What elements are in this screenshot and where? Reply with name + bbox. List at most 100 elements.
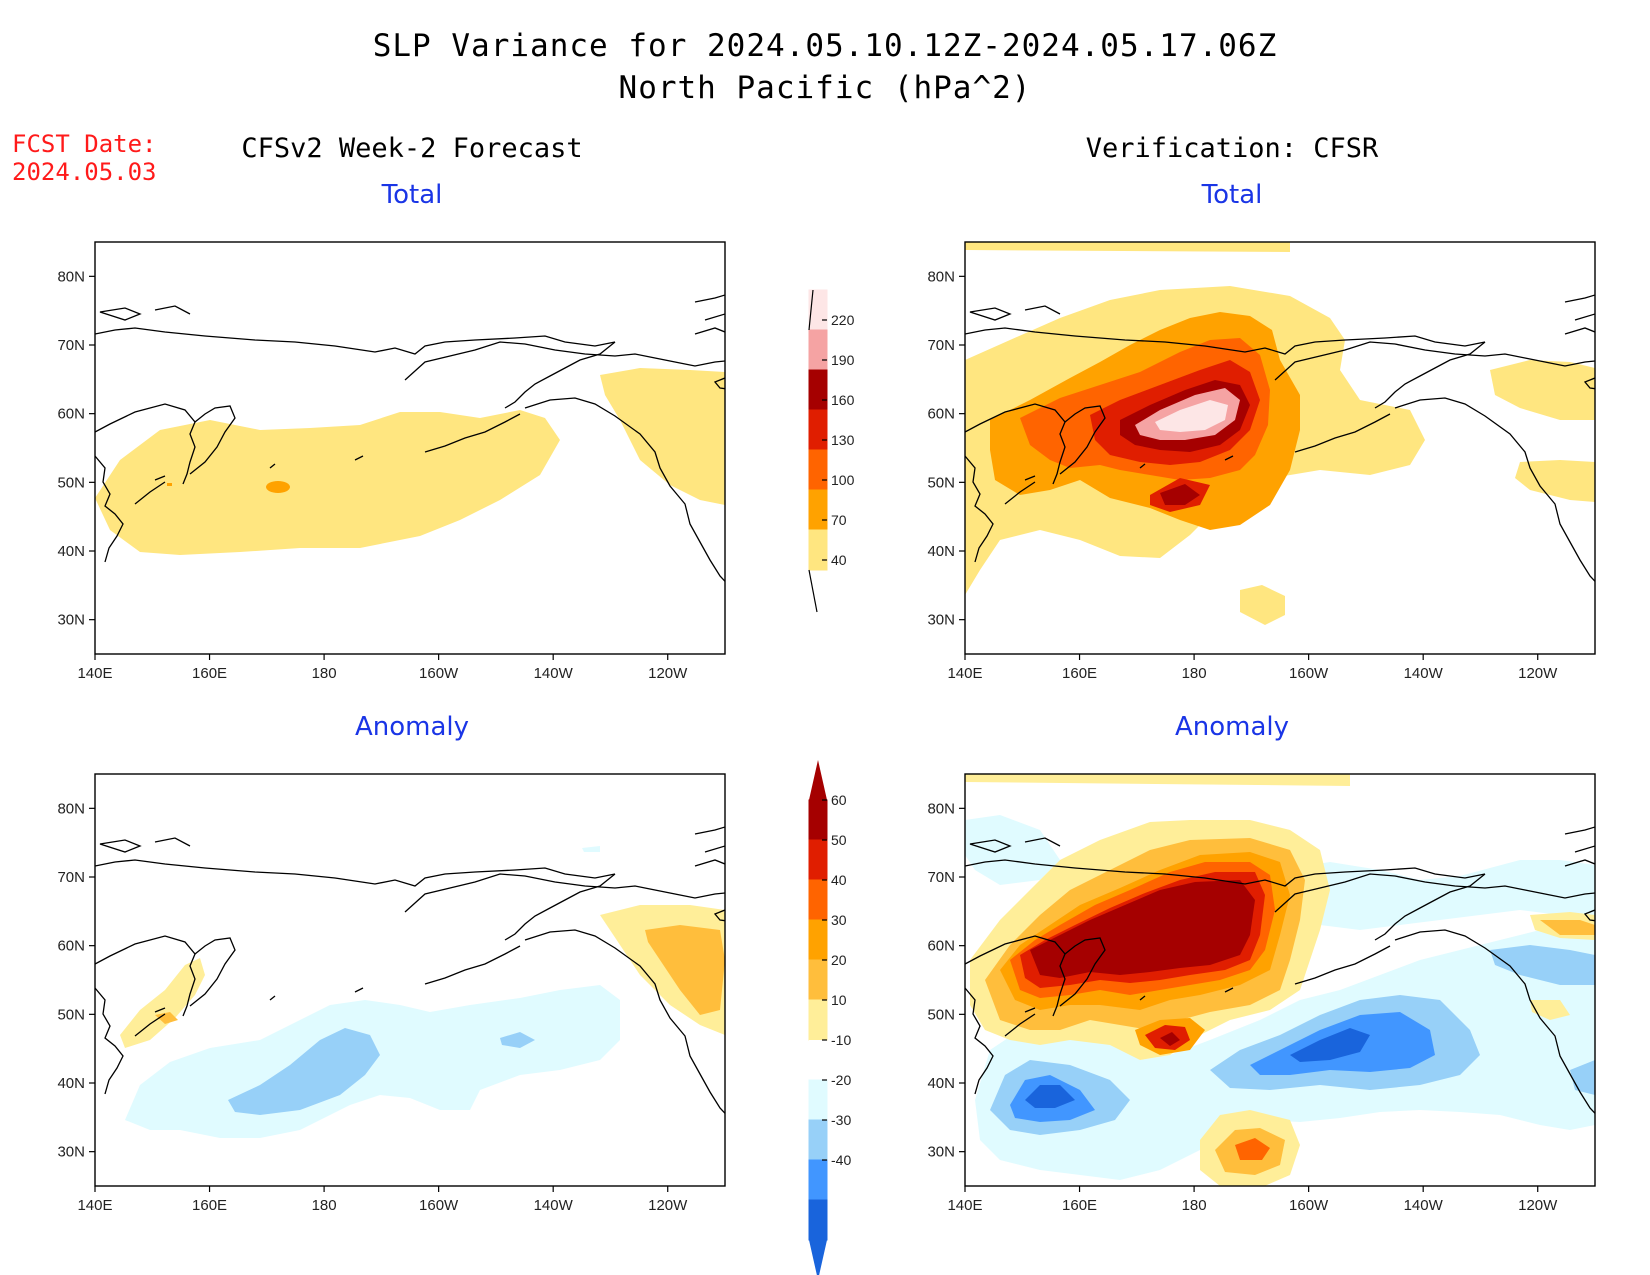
colorbar-label: 160 xyxy=(831,392,855,408)
lon-tick-label: 120W xyxy=(1518,1197,1558,1214)
colorbar-swatch xyxy=(808,409,828,451)
colorbar-label: 40 xyxy=(831,552,847,568)
lat-tick-label: 70N xyxy=(57,337,85,354)
lon-tick-label: 140W xyxy=(1404,665,1444,682)
colorbar-swatch xyxy=(808,879,828,921)
colorbar-label: -40 xyxy=(831,1152,851,1168)
lat-tick-label: 30N xyxy=(57,1144,85,1161)
colorbar-swatch xyxy=(808,1199,828,1241)
colorbar-swatch xyxy=(808,959,828,1001)
lat-tick-label: 50N xyxy=(57,1006,85,1023)
map-verification-total xyxy=(964,241,1596,655)
map-verification-anomaly xyxy=(964,773,1596,1187)
lon-tick-label: 140W xyxy=(534,665,574,682)
colorbar-edge xyxy=(808,289,814,331)
lon-tick-label: 180 xyxy=(312,665,337,682)
colorbar-swatch xyxy=(808,449,828,491)
lat-tick-label: 40N xyxy=(57,543,85,560)
lon-tick-label: 160W xyxy=(419,665,459,682)
lon-tick-label: 160W xyxy=(1289,1197,1329,1214)
lat-tick-label: 70N xyxy=(927,869,955,886)
lat-tick-label: 50N xyxy=(927,474,955,491)
lat-tick-label: 70N xyxy=(927,337,955,354)
subtitle: North Pacific (hPa^2) xyxy=(618,70,1032,106)
lon-tick-label: 180 xyxy=(1182,1197,1207,1214)
colorbar-swatch xyxy=(808,1119,828,1161)
colorbar-swatch xyxy=(808,1079,828,1121)
colorbar-swatch xyxy=(808,1159,828,1201)
fcst-date-label: FCST Date: xyxy=(12,130,157,158)
lat-tick-label: 80N xyxy=(927,800,955,817)
colorbar-swatch xyxy=(808,329,828,371)
lat-tick-label: 30N xyxy=(927,1144,955,1161)
colorbar-swatch xyxy=(808,369,828,411)
panel-title-verification-total: Total xyxy=(1201,180,1263,210)
lat-tick-label: 50N xyxy=(927,1006,955,1023)
lat-tick-label: 30N xyxy=(57,612,85,629)
forecast-column-title: CFSv2 Week-2 Forecast xyxy=(241,133,583,164)
lat-tick-label: 30N xyxy=(927,612,955,629)
colorbar-swatch xyxy=(808,799,828,841)
verification-column-title: Verification: CFSR xyxy=(1085,133,1379,164)
lat-tick-label: 40N xyxy=(927,1075,955,1092)
lat-tick-label: 60N xyxy=(927,406,955,423)
colorbar-label: 190 xyxy=(831,352,855,368)
colorbar-arrow-top xyxy=(809,760,827,800)
colorbar-swatch xyxy=(808,529,828,571)
colorbar-swatch xyxy=(808,489,828,531)
lon-tick-label: 140W xyxy=(534,1197,574,1214)
colorbar-swatch xyxy=(808,919,828,961)
colorbar-label: -20 xyxy=(831,1072,851,1088)
lon-tick-label: 180 xyxy=(312,1197,337,1214)
lon-tick-label: 140E xyxy=(77,665,112,682)
colorbar-swatch xyxy=(808,999,828,1041)
main-title: SLP Variance for 2024.05.10.12Z-2024.05.… xyxy=(372,28,1278,64)
lon-tick-label: 120W xyxy=(648,1197,688,1214)
fcst-date-value: 2024.05.03 xyxy=(12,158,157,186)
lon-tick-label: 180 xyxy=(1182,665,1207,682)
colorbar-label: 70 xyxy=(831,512,847,528)
lon-tick-label: 160E xyxy=(1062,1197,1097,1214)
lat-tick-label: 40N xyxy=(57,1075,85,1092)
lon-tick-label: 140E xyxy=(77,1197,112,1214)
colorbar-label: 60 xyxy=(831,792,847,808)
lat-tick-label: 60N xyxy=(927,938,955,955)
lat-tick-label: 80N xyxy=(927,268,955,285)
panel-title-forecast-total: Total xyxy=(381,180,443,210)
lon-tick-label: 120W xyxy=(1518,665,1558,682)
lat-tick-label: 60N xyxy=(57,938,85,955)
colorbar-label: 30 xyxy=(831,912,847,928)
lon-tick-label: 160W xyxy=(419,1197,459,1214)
colorbar-swatch xyxy=(808,289,828,331)
lat-tick-label: 70N xyxy=(57,869,85,886)
map-forecast-total xyxy=(94,241,726,655)
map-forecast-anomaly xyxy=(94,773,726,1187)
panel-title-forecast-anomaly: Anomaly xyxy=(354,712,470,742)
lon-tick-label: 160E xyxy=(192,665,227,682)
colorbar-arrow-bottom xyxy=(809,1240,827,1275)
colorbar-label: 130 xyxy=(831,432,855,448)
axes-layer: 80N 70N 60N 50N 40N 30N 140E 160E 180 160W 140W 120… xyxy=(57,268,1558,1214)
colorbar-label: 40 xyxy=(831,872,847,888)
lon-tick-label: 160W xyxy=(1289,665,1329,682)
colorbar-label: 100 xyxy=(831,472,855,488)
lon-tick-label: 140E xyxy=(947,665,982,682)
colorbar-label: -10 xyxy=(831,1032,851,1048)
colorbar-label: -30 xyxy=(831,1112,851,1128)
lat-tick-label: 50N xyxy=(57,474,85,491)
lat-tick-label: 40N xyxy=(927,543,955,560)
panel-title-verification-anomaly: Anomaly xyxy=(1174,712,1290,742)
colorbar-label: 50 xyxy=(831,832,847,848)
lon-tick-label: 120W xyxy=(648,665,688,682)
colorbar-swatch xyxy=(809,1040,827,1080)
lon-tick-label: 140E xyxy=(947,1197,982,1214)
lon-tick-label: 160E xyxy=(1062,665,1097,682)
colorbar-anomaly: 60 50 40 30 20 10 -10 -20 -30 -40 xyxy=(808,760,851,1275)
colorbar-label: 10 xyxy=(831,992,847,1008)
lat-tick-label: 60N xyxy=(57,406,85,423)
colorbar-label: 20 xyxy=(831,952,847,968)
lon-tick-label: 140W xyxy=(1404,1197,1444,1214)
colorbar-label: 220 xyxy=(831,312,855,328)
colorbar-edge xyxy=(808,569,818,613)
